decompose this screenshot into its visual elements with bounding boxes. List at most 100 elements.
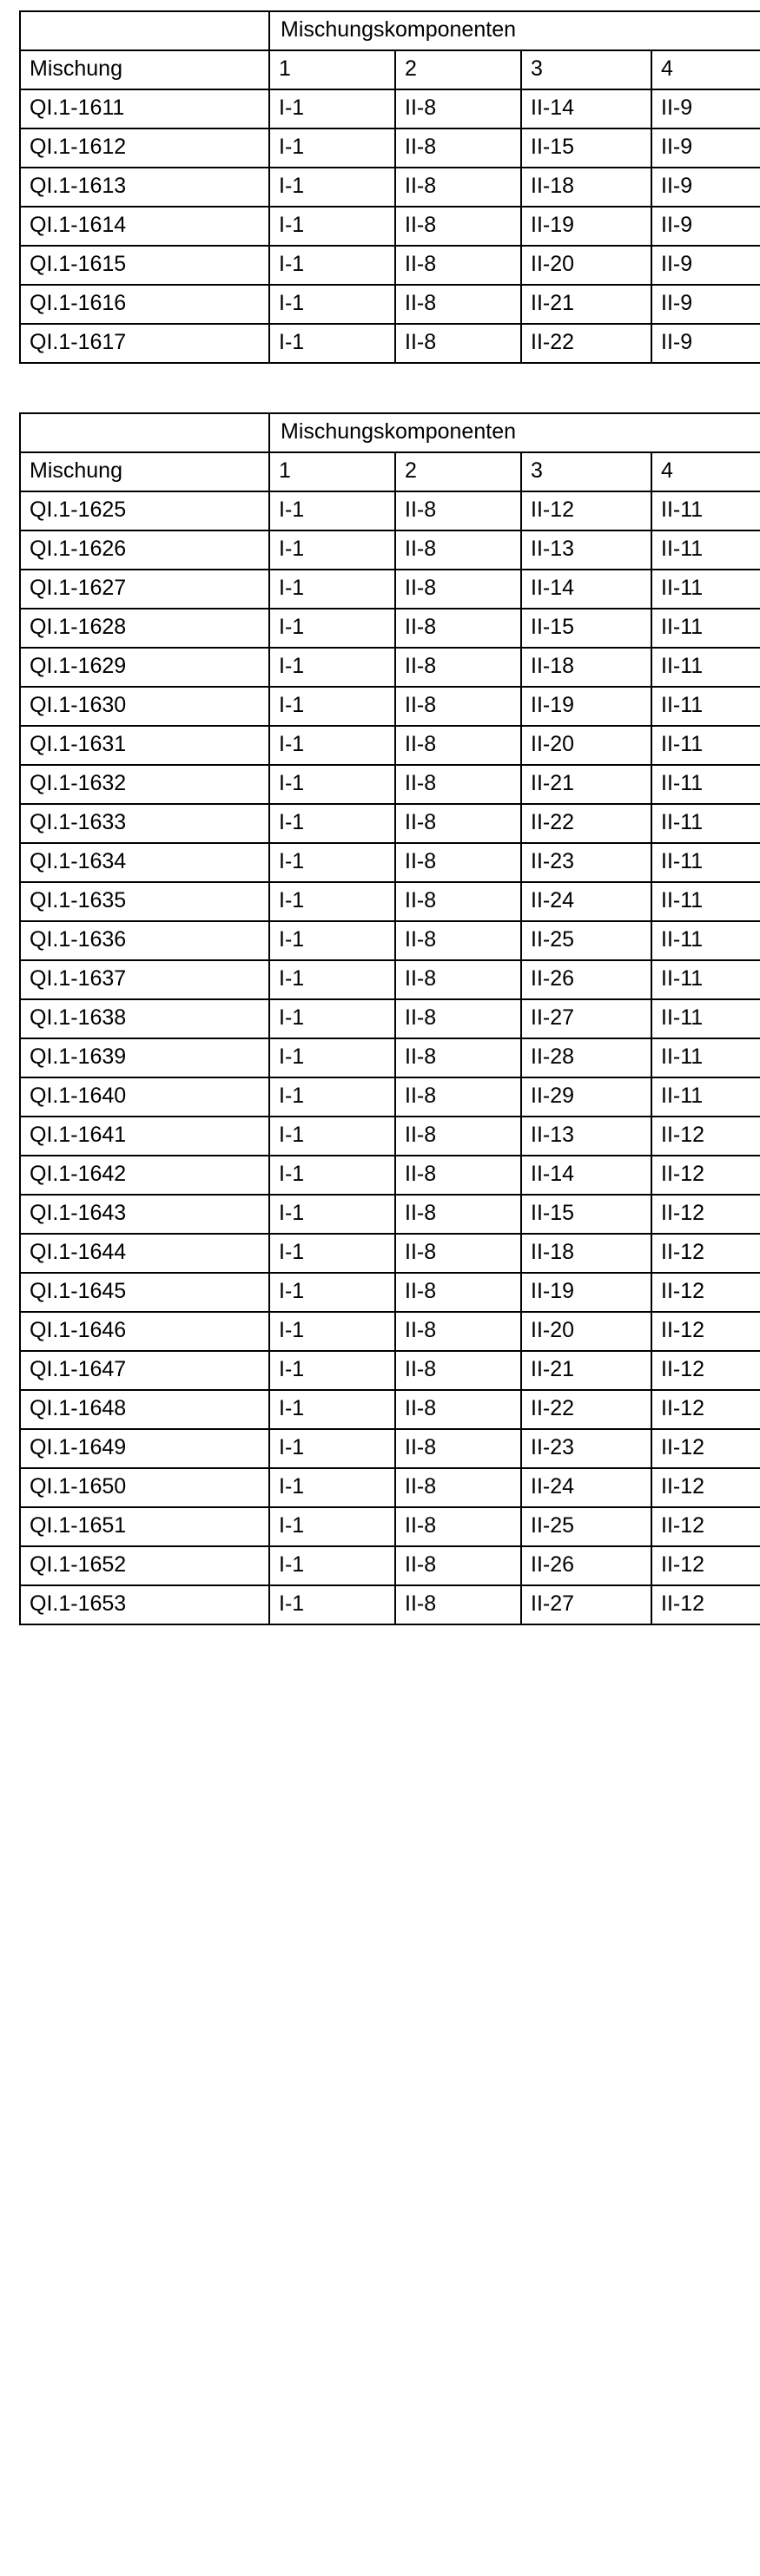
table-row: QI.1-1631I-1II-8II-20II-11 xyxy=(20,726,760,765)
component-cell: II-8 xyxy=(395,882,521,921)
component-cell: II-8 xyxy=(395,648,521,687)
component-cell: I-1 xyxy=(269,207,395,246)
component-cell: II-12 xyxy=(651,1117,760,1156)
table-row: QI.1-1643I-1II-8II-15II-12 xyxy=(20,1195,760,1234)
component-cell: II-8 xyxy=(395,1273,521,1312)
component-cell: II-8 xyxy=(395,491,521,530)
component-cell: II-8 xyxy=(395,1117,521,1156)
component-cell: II-8 xyxy=(395,1507,521,1546)
component-cell: II-22 xyxy=(521,324,651,363)
table-row: QI.1-1641I-1II-8II-13II-12 xyxy=(20,1117,760,1156)
table-row: QI.1-1639I-1II-8II-28II-11 xyxy=(20,1038,760,1077)
mixture-id-cell: QI.1-1611 xyxy=(20,89,269,128)
component-cell: I-1 xyxy=(269,1038,395,1077)
component-cell: I-1 xyxy=(269,324,395,363)
component-cell: I-1 xyxy=(269,765,395,804)
component-cell: II-11 xyxy=(651,999,760,1038)
component-cell: II-23 xyxy=(521,843,651,882)
component-cell: II-8 xyxy=(395,246,521,285)
mixture-id-cell: QI.1-1647 xyxy=(20,1351,269,1390)
mixture-id-cell: QI.1-1646 xyxy=(20,1312,269,1351)
component-cell: II-11 xyxy=(651,648,760,687)
component-cell: II-21 xyxy=(521,765,651,804)
component-cell: II-8 xyxy=(395,921,521,960)
component-cell: II-12 xyxy=(651,1468,760,1507)
mixture-id-cell: QI.1-1631 xyxy=(20,726,269,765)
mixture-id-cell: QI.1-1630 xyxy=(20,687,269,726)
table-row: QI.1-1633I-1II-8II-22II-11 xyxy=(20,804,760,843)
component-cell: II-22 xyxy=(521,1390,651,1429)
component-cell: II-8 xyxy=(395,843,521,882)
component-cell: II-19 xyxy=(521,687,651,726)
component-cell: II-8 xyxy=(395,324,521,363)
table-row: QI.1-1650I-1II-8II-24II-12 xyxy=(20,1468,760,1507)
table-row: QI.1-1615I-1II-8II-20II-9 xyxy=(20,246,760,285)
table-row: QI.1-1644I-1II-8II-18II-12 xyxy=(20,1234,760,1273)
component-cell: I-1 xyxy=(269,1273,395,1312)
component-cell: I-1 xyxy=(269,1585,395,1624)
component-cell: II-9 xyxy=(651,168,760,207)
table-row: QI.1-1652I-1II-8II-26II-12 xyxy=(20,1546,760,1585)
mixture-id-cell: QI.1-1632 xyxy=(20,765,269,804)
component-cell: II-12 xyxy=(651,1195,760,1234)
mixture-id-cell: QI.1-1643 xyxy=(20,1195,269,1234)
table-row: QI.1-1648I-1II-8II-22II-12 xyxy=(20,1390,760,1429)
component-cell: II-11 xyxy=(651,1038,760,1077)
mixture-table: MischungskomponentenMischung1234QI.1-162… xyxy=(19,412,760,1625)
component-cell: II-9 xyxy=(651,324,760,363)
component-cell: II-11 xyxy=(651,921,760,960)
component-cell: II-8 xyxy=(395,128,521,168)
component-cell: II-24 xyxy=(521,882,651,921)
component-cell: II-11 xyxy=(651,765,760,804)
component-cell: I-1 xyxy=(269,530,395,570)
component-cell: II-12 xyxy=(651,1585,760,1624)
component-cell: I-1 xyxy=(269,999,395,1038)
mixture-id-cell: QI.1-1629 xyxy=(20,648,269,687)
component-cell: II-12 xyxy=(651,1390,760,1429)
mixture-id-cell: QI.1-1650 xyxy=(20,1468,269,1507)
component-cell: II-26 xyxy=(521,1546,651,1585)
table-row: QI.1-1634I-1II-8II-23II-11 xyxy=(20,843,760,882)
table-row: QI.1-1649I-1II-8II-23II-12 xyxy=(20,1429,760,1468)
table-row: QI.1-1640I-1II-8II-29II-11 xyxy=(20,1077,760,1117)
blank-corner-cell xyxy=(20,413,269,452)
component-cell: I-1 xyxy=(269,726,395,765)
component-cell: II-11 xyxy=(651,570,760,609)
component-cell: II-14 xyxy=(521,570,651,609)
table-row: QI.1-1613I-1II-8II-18II-9 xyxy=(20,168,760,207)
component-cell: I-1 xyxy=(269,648,395,687)
component-cell: II-8 xyxy=(395,765,521,804)
component-cell: II-8 xyxy=(395,1077,521,1117)
table-row: QI.1-1627I-1II-8II-14II-11 xyxy=(20,570,760,609)
component-cell: I-1 xyxy=(269,1429,395,1468)
component-cell: II-12 xyxy=(651,1156,760,1195)
mixture-id-cell: QI.1-1627 xyxy=(20,570,269,609)
component-cell: II-23 xyxy=(521,1429,651,1468)
component-cell: I-1 xyxy=(269,168,395,207)
table-row: QI.1-1635I-1II-8II-24II-11 xyxy=(20,882,760,921)
component-cell: II-20 xyxy=(521,726,651,765)
mixture-id-cell: QI.1-1634 xyxy=(20,843,269,882)
component-cell: II-18 xyxy=(521,1234,651,1273)
table-row: QI.1-1629I-1II-8II-18II-11 xyxy=(20,648,760,687)
table-row: QI.1-1642I-1II-8II-14II-12 xyxy=(20,1156,760,1195)
table-group-header-row: Mischungskomponenten xyxy=(20,413,760,452)
column-header-component-2: 2 xyxy=(395,452,521,491)
component-cell: II-11 xyxy=(651,609,760,648)
table-row: QI.1-1632I-1II-8II-21II-11 xyxy=(20,765,760,804)
column-header-component-4: 4 xyxy=(651,452,760,491)
mixture-id-cell: QI.1-1639 xyxy=(20,1038,269,1077)
component-cell: II-8 xyxy=(395,1156,521,1195)
component-cell: II-27 xyxy=(521,999,651,1038)
table-row: QI.1-1617I-1II-8II-22II-9 xyxy=(20,324,760,363)
component-cell: II-12 xyxy=(651,1234,760,1273)
table-row: QI.1-1630I-1II-8II-19II-11 xyxy=(20,687,760,726)
table-row: QI.1-1611I-1II-8II-14II-9 xyxy=(20,89,760,128)
mixture-id-cell: QI.1-1633 xyxy=(20,804,269,843)
table-group-header-row: Mischungskomponenten xyxy=(20,11,760,50)
component-cell: II-25 xyxy=(521,1507,651,1546)
component-cell: II-12 xyxy=(651,1546,760,1585)
component-cell: II-11 xyxy=(651,960,760,999)
mixture-id-cell: QI.1-1644 xyxy=(20,1234,269,1273)
mixture-id-cell: QI.1-1638 xyxy=(20,999,269,1038)
